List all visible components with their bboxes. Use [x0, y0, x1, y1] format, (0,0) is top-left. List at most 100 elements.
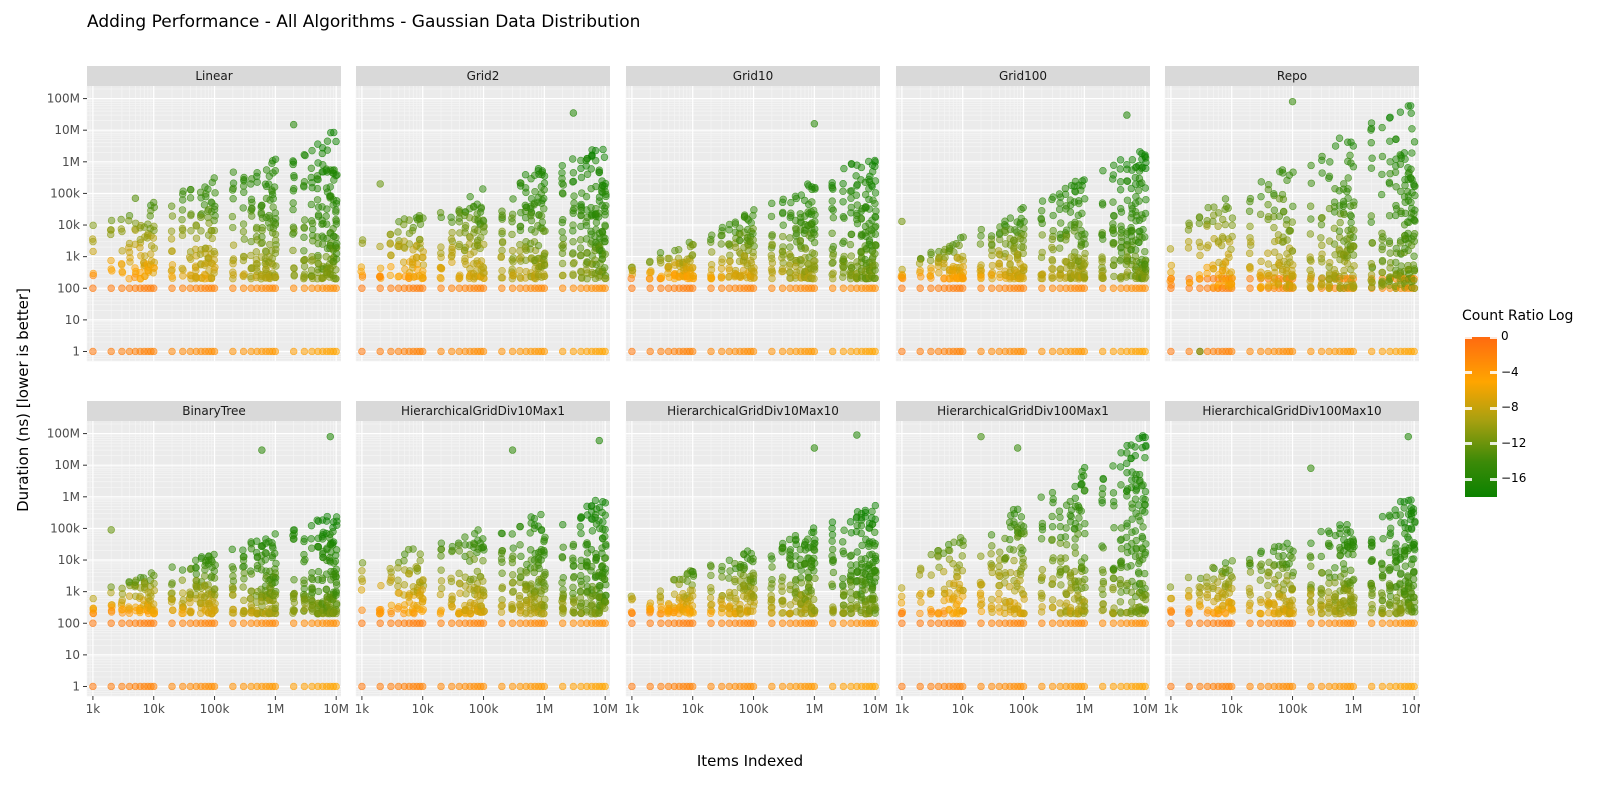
data-point — [646, 268, 654, 277]
data-point — [1080, 273, 1088, 281]
data-point — [1379, 280, 1387, 289]
floor-point — [1246, 347, 1254, 356]
data-point — [570, 192, 578, 200]
data-point — [1049, 211, 1057, 220]
data-point — [271, 604, 279, 613]
data-point — [1288, 247, 1296, 255]
data-point — [1411, 191, 1419, 200]
data-point — [262, 166, 271, 174]
data-point — [271, 272, 279, 281]
facet-strip — [356, 66, 610, 86]
data-point — [871, 189, 880, 197]
data-point — [656, 249, 665, 257]
data-point — [394, 605, 402, 613]
data-point — [308, 225, 317, 233]
data-point — [674, 245, 683, 254]
data-point — [736, 236, 744, 245]
data-point — [516, 602, 524, 610]
data-point — [1368, 278, 1376, 287]
floor-point — [1307, 347, 1315, 356]
chart-title: Adding Performance - All Algorithms - Ga… — [87, 12, 641, 32]
y-tick-label: 1M — [62, 155, 80, 169]
data-point — [332, 589, 340, 597]
data-point — [257, 201, 266, 210]
data-point — [602, 274, 610, 283]
data-point — [508, 217, 516, 226]
data-point — [192, 570, 201, 578]
data-point — [1368, 239, 1377, 247]
floor-point — [289, 284, 298, 292]
data-point — [1246, 265, 1254, 273]
data-point — [405, 570, 414, 578]
data-point — [323, 205, 331, 213]
data-point — [178, 589, 187, 597]
data-point — [308, 604, 316, 612]
data-point — [628, 266, 637, 275]
floor-point — [778, 347, 787, 356]
data-point — [1048, 243, 1056, 252]
data-point — [1116, 186, 1125, 194]
data-point — [779, 232, 787, 241]
outlier-point — [326, 432, 334, 441]
data-point — [419, 253, 427, 262]
data-point — [210, 226, 219, 235]
data-point — [1400, 149, 1409, 157]
data-point — [521, 184, 530, 192]
floor-point — [271, 619, 280, 627]
data-point — [289, 246, 297, 255]
data-point — [749, 225, 757, 233]
data-point — [1203, 269, 1211, 278]
y-tick-label: 1 — [72, 679, 80, 693]
data-point — [178, 576, 187, 584]
data-point — [592, 550, 600, 558]
data-point — [1286, 227, 1295, 235]
floor-point — [689, 347, 697, 356]
data-point — [1318, 169, 1326, 177]
floor-point — [239, 284, 248, 292]
data-point — [125, 609, 134, 617]
data-point — [466, 192, 474, 201]
data-point — [1109, 198, 1117, 206]
data-point — [149, 234, 158, 242]
data-point — [1391, 168, 1400, 177]
floor-point — [332, 682, 340, 691]
data-point — [1049, 226, 1057, 235]
data-point — [1013, 253, 1022, 262]
data-point — [558, 218, 567, 227]
data-point — [419, 274, 427, 282]
data-point — [840, 214, 848, 222]
data-point — [1078, 209, 1086, 218]
floor-point — [601, 619, 609, 627]
data-point — [1385, 179, 1394, 188]
floor-point — [959, 347, 967, 356]
data-point — [358, 559, 367, 567]
data-point — [1185, 219, 1193, 227]
data-point — [479, 535, 487, 543]
data-point — [289, 158, 298, 166]
floor-point — [107, 347, 115, 356]
data-point — [210, 247, 218, 256]
data-point — [1343, 187, 1351, 196]
data-point — [387, 576, 395, 584]
data-point — [89, 237, 97, 246]
data-point — [290, 576, 298, 584]
data-point — [1396, 108, 1405, 116]
data-point — [1128, 156, 1137, 164]
data-point — [261, 549, 270, 557]
data-point — [1055, 244, 1064, 252]
data-point — [448, 595, 456, 603]
data-point — [531, 187, 539, 196]
data-point — [210, 567, 219, 575]
floor-point — [300, 347, 309, 356]
data-point — [559, 181, 567, 189]
data-point — [1378, 123, 1386, 132]
data-point — [437, 566, 445, 574]
data-point — [480, 588, 488, 596]
data-point — [308, 146, 316, 155]
data-point — [168, 579, 176, 587]
data-point — [394, 273, 402, 281]
data-point — [1227, 245, 1235, 253]
data-point — [779, 243, 787, 251]
data-point — [994, 247, 1003, 255]
data-point — [192, 266, 200, 275]
